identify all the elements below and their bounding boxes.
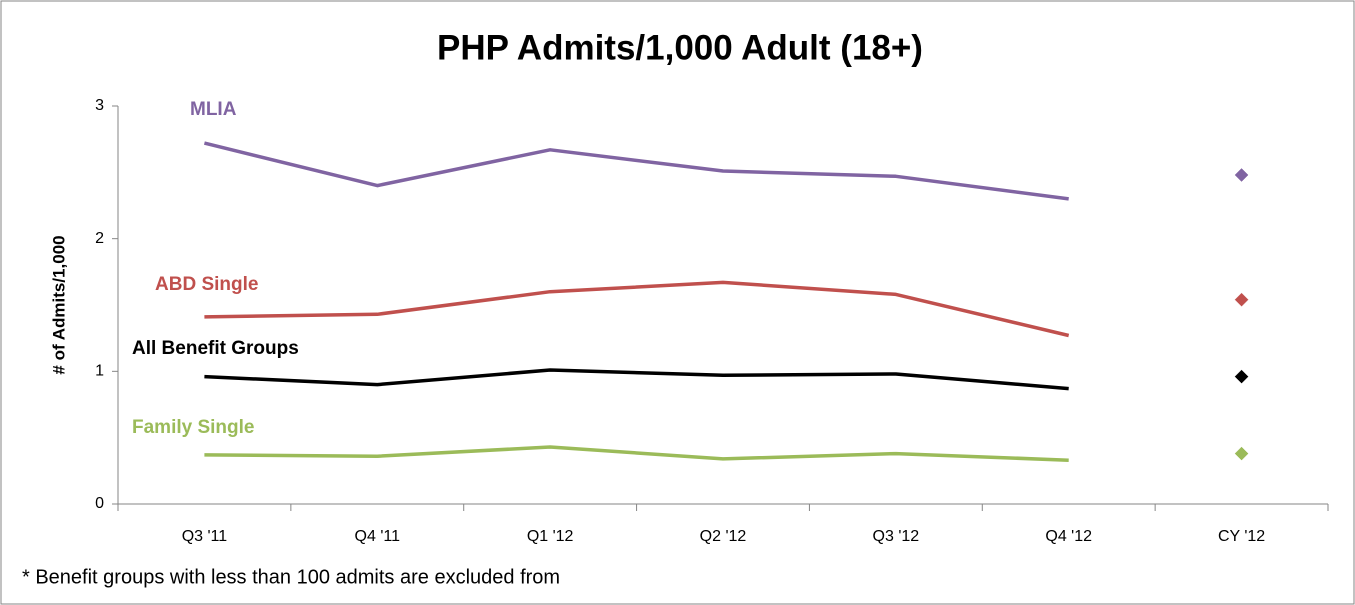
x-tick-label: CY '12 (1218, 528, 1265, 545)
series-label: Family Single (132, 417, 254, 438)
y-tick-label: 2 (95, 230, 104, 247)
x-tick-label: Q1 '12 (527, 528, 574, 545)
y-tick-label: 1 (95, 363, 104, 380)
x-tick-label: Q4 '12 (1045, 528, 1092, 545)
y-tick-label: 0 (95, 495, 104, 512)
x-tick-label: Q2 '12 (700, 528, 747, 545)
series-line (204, 280, 1070, 338)
y-axis-label: # of Admits/1,000 (49, 235, 68, 374)
y-tick-label: 3 (95, 97, 104, 114)
x-tick-label: Q4 '11 (355, 528, 401, 545)
series-line (203, 141, 1069, 201)
series-line (204, 445, 1069, 462)
x-tick-label: Q3 '11 (182, 528, 228, 545)
diamond-marker (1234, 446, 1249, 461)
diamond-marker (1234, 369, 1249, 384)
x-tick-label: Q3 '12 (873, 528, 920, 545)
series-label: ABD Single (155, 274, 258, 295)
diamond-marker (1234, 292, 1249, 308)
footnote: * Benefit groups with less than 100 admi… (22, 566, 560, 588)
chart-title: PHP Admits/1,000 Adult (18+) (437, 28, 923, 67)
series-label: MLIA (190, 99, 237, 120)
series-line (204, 368, 1069, 391)
diamond-marker (1234, 167, 1249, 183)
series-label: All Benefit Groups (132, 338, 299, 359)
